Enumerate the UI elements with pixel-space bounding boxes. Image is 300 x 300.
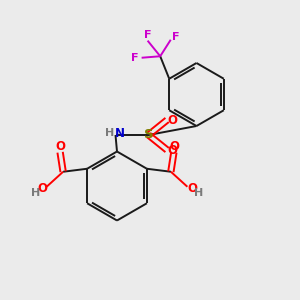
Text: F: F bbox=[172, 32, 180, 42]
Text: O: O bbox=[37, 182, 47, 195]
Text: O: O bbox=[167, 113, 177, 127]
Text: N: N bbox=[115, 127, 125, 140]
Text: O: O bbox=[55, 140, 65, 153]
Text: F: F bbox=[144, 30, 152, 40]
Text: F: F bbox=[131, 53, 139, 63]
Text: O: O bbox=[167, 143, 177, 157]
Text: H: H bbox=[194, 188, 203, 198]
Text: H: H bbox=[106, 128, 115, 139]
Text: H: H bbox=[31, 188, 40, 198]
Text: O: O bbox=[187, 182, 197, 195]
Text: O: O bbox=[169, 140, 179, 153]
Text: S: S bbox=[144, 128, 153, 142]
